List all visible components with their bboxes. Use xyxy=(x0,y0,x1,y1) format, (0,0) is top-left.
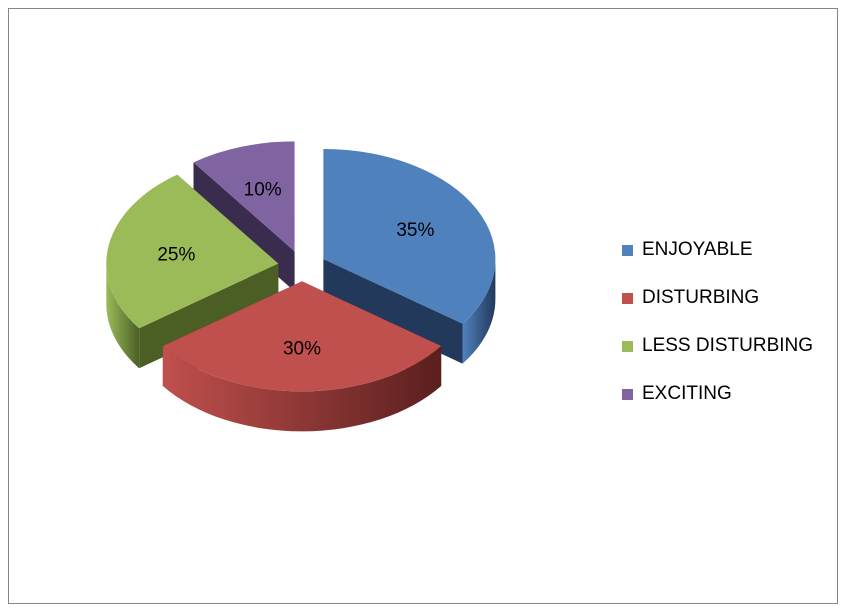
slice-top-disturbing xyxy=(162,281,442,392)
legend-label-exciting: EXCITING xyxy=(642,383,732,404)
legend-swatch-disturbing xyxy=(622,292,633,304)
slice-side-disturbing xyxy=(162,346,442,432)
chart-legend: ENJOYABLE DISTURBING LESS DISTURBING EXC… xyxy=(622,226,813,418)
slice-top-enjoyable xyxy=(323,149,496,324)
legend-item-disturbing: DISTURBING xyxy=(622,274,813,322)
legend-item-enjoyable: ENJOYABLE xyxy=(622,226,813,274)
pie-slice-enjoyable xyxy=(323,149,496,364)
legend-label-enjoyable: ENJOYABLE xyxy=(642,239,753,260)
legend-label-less-disturbing: LESS DISTURBING xyxy=(642,335,814,356)
slice-top-less-disturbing xyxy=(106,174,279,329)
pie-slice-disturbing xyxy=(162,281,442,432)
data-label-less-disturbing: 25% xyxy=(157,244,195,265)
slice-top-exciting xyxy=(193,141,295,252)
legend-item-exciting: EXCITING xyxy=(622,370,813,418)
slice-cut-face-enjoyable xyxy=(323,259,463,364)
legend-swatch-enjoyable xyxy=(622,244,633,256)
data-label-enjoyable: 35% xyxy=(396,220,434,241)
slice-side-enjoyable xyxy=(462,259,496,364)
data-label-exciting: 10% xyxy=(244,180,282,201)
legend-label-disturbing: DISTURBING xyxy=(642,287,760,308)
data-label-disturbing: 30% xyxy=(283,338,321,359)
legend-swatch-exciting xyxy=(622,388,633,400)
legend-swatch-less-disturbing xyxy=(622,340,633,352)
slice-side-less-disturbing xyxy=(106,263,140,369)
legend-item-less-disturbing: LESS DISTURBING xyxy=(622,322,813,370)
